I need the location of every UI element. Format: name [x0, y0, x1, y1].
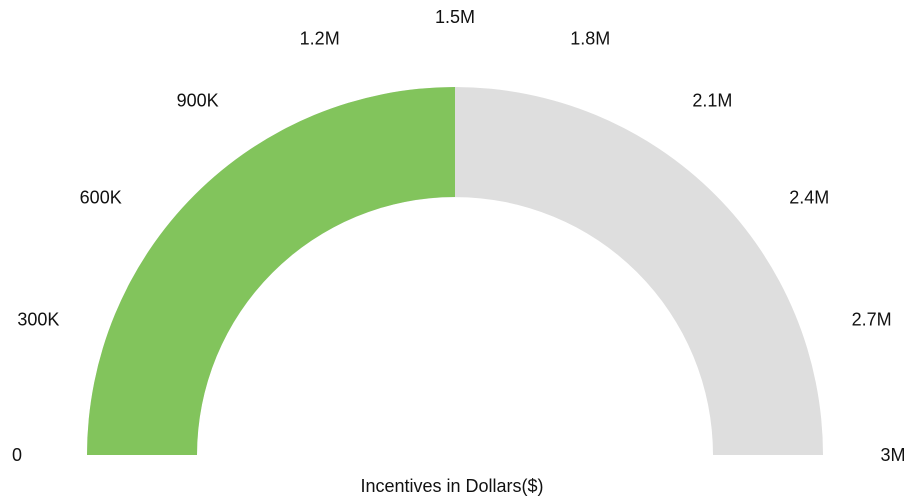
tick-label: 2.7M	[852, 310, 892, 330]
tick-label: 300K	[17, 310, 59, 330]
tick-label: 1.2M	[300, 28, 340, 48]
tick-label: 2.4M	[789, 188, 829, 208]
tick-label: 2.1M	[692, 91, 732, 111]
tick-label: 600K	[80, 188, 122, 208]
gauge-value-arc	[87, 87, 455, 455]
tick-label: 0	[12, 445, 22, 465]
tick-label: 3M	[880, 445, 904, 465]
x-axis-title: Incentives in Dollars($)	[360, 476, 543, 496]
tick-label: 900K	[177, 91, 219, 111]
gauge-tick-labels: 0 300K 600K 900K 1.2M 1.5M 1.8M 2.1M 2.4M 2.7M 3M	[12, 7, 904, 465]
tick-label: 1.8M	[570, 28, 610, 48]
tick-label: 1.5M	[435, 7, 475, 27]
